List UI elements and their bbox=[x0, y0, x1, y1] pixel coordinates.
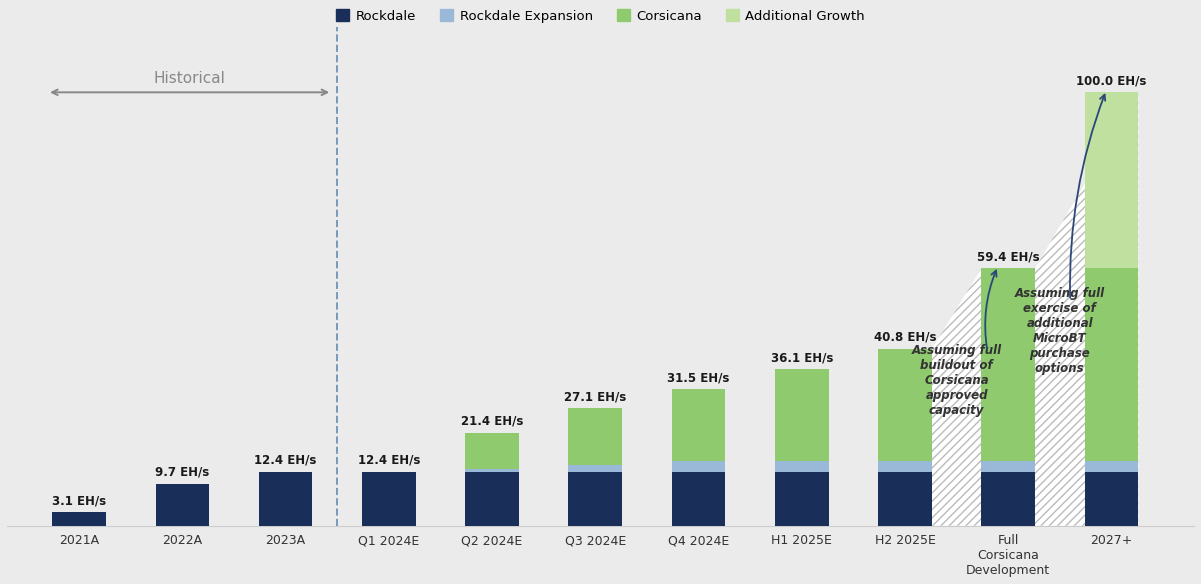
Text: 12.4 EH/s: 12.4 EH/s bbox=[358, 454, 420, 467]
Text: Historical: Historical bbox=[154, 71, 226, 86]
Bar bbox=[156, 484, 209, 526]
Bar bbox=[775, 461, 829, 472]
Text: 100.0 EH/s: 100.0 EH/s bbox=[1076, 74, 1147, 87]
Bar bbox=[53, 512, 106, 526]
Bar bbox=[878, 461, 932, 472]
Bar bbox=[671, 389, 725, 461]
Legend: Rockdale, Rockdale Expansion, Corsicana, Additional Growth: Rockdale, Rockdale Expansion, Corsicana,… bbox=[330, 4, 871, 28]
Bar bbox=[568, 465, 622, 472]
Bar bbox=[465, 472, 519, 526]
Bar bbox=[1085, 268, 1139, 461]
Text: 3.1 EH/s: 3.1 EH/s bbox=[52, 494, 106, 507]
Bar bbox=[671, 472, 725, 526]
Bar bbox=[775, 369, 829, 461]
Bar bbox=[465, 470, 519, 472]
Text: 36.1 EH/s: 36.1 EH/s bbox=[771, 351, 833, 364]
Bar bbox=[259, 472, 312, 526]
Text: Assuming full
buildout of
Corsicana
approved
capacity: Assuming full buildout of Corsicana appr… bbox=[912, 344, 1002, 417]
Text: 21.4 EH/s: 21.4 EH/s bbox=[461, 415, 524, 427]
Bar bbox=[878, 349, 932, 461]
Text: 59.4 EH/s: 59.4 EH/s bbox=[976, 250, 1040, 263]
Bar bbox=[981, 461, 1035, 472]
Bar bbox=[1085, 461, 1139, 472]
Bar bbox=[568, 472, 622, 526]
Bar bbox=[465, 433, 519, 470]
Bar bbox=[981, 472, 1035, 526]
Bar bbox=[878, 472, 932, 526]
Bar bbox=[981, 268, 1035, 461]
Bar bbox=[1085, 472, 1139, 526]
Text: 31.5 EH/s: 31.5 EH/s bbox=[668, 371, 730, 384]
Text: 27.1 EH/s: 27.1 EH/s bbox=[564, 390, 627, 403]
Bar bbox=[568, 408, 622, 465]
Bar bbox=[775, 472, 829, 526]
Text: Assuming full
exercise of
additional
MicroBT
purchase
options: Assuming full exercise of additional Mic… bbox=[1015, 287, 1105, 376]
Text: 40.8 EH/s: 40.8 EH/s bbox=[874, 331, 937, 344]
Bar bbox=[1085, 92, 1139, 268]
Polygon shape bbox=[932, 92, 1139, 526]
Text: 12.4 EH/s: 12.4 EH/s bbox=[255, 454, 317, 467]
Bar bbox=[362, 472, 416, 526]
Bar bbox=[671, 461, 725, 472]
Text: 9.7 EH/s: 9.7 EH/s bbox=[155, 465, 209, 478]
